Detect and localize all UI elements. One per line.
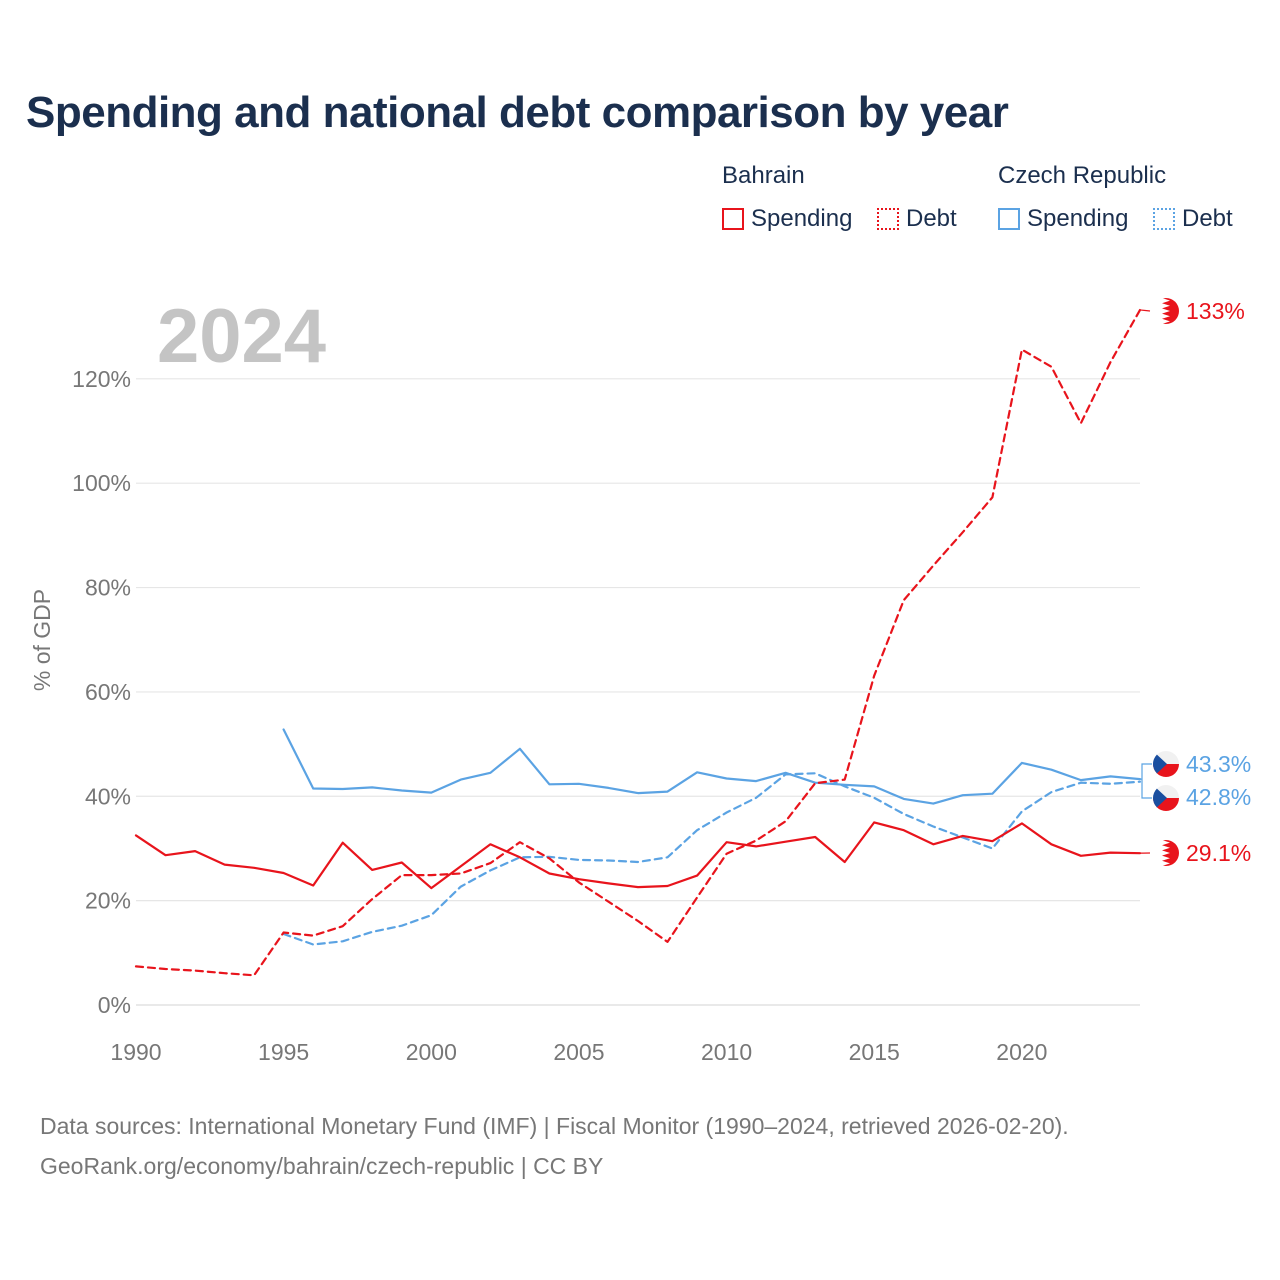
flag-czech-icon <box>1153 785 1179 811</box>
flag-blue-triangle <box>1153 785 1167 811</box>
y-tick-label: 0% <box>98 992 131 1018</box>
x-tick-label: 2010 <box>701 1039 752 1065</box>
series-line-bahrain-debt <box>134 308 1142 977</box>
grid <box>136 378 1140 1006</box>
legend-swatch-dotted-icon <box>1153 208 1175 230</box>
flag-clip <box>1153 298 1179 324</box>
legend-czech-spending[interactable]: Spending <box>998 205 1128 233</box>
y-tick-label: 20% <box>85 888 131 914</box>
y-tick-label: 40% <box>85 783 131 809</box>
x-tick-label: 2020 <box>996 1039 1047 1065</box>
y-tick-label: 100% <box>72 470 131 496</box>
legend-bahrain-debt[interactable]: Debt <box>877 205 957 233</box>
legend-label: Spending <box>1027 205 1129 232</box>
flag-blue-triangle <box>1153 751 1167 777</box>
flag-bahrain-icon <box>1153 840 1179 866</box>
year-label: 2024 <box>157 294 326 379</box>
legend-bahrain-spending[interactable]: Spending <box>722 205 852 233</box>
leader-bracket <box>1140 763 1152 799</box>
flag-red-part <box>1162 840 1179 866</box>
data-sources: Data sources: International Monetary Fun… <box>40 1106 1069 1186</box>
legend-czech-debt[interactable]: Debt <box>1153 205 1233 233</box>
legend-group-bahrain: Bahrain <box>722 162 805 189</box>
legend-label: Spending <box>751 205 853 232</box>
flag-clip <box>1153 785 1179 811</box>
series-line-czech-republic-spending <box>282 728 1142 805</box>
end-value-label: 29.1% <box>1186 840 1251 866</box>
x-axis: 1990 1995 2000 2005 2010 2015 2020 <box>110 1039 1047 1065</box>
end-labels: 133% 43.3% 42.8% 29.1% <box>1139 298 1251 866</box>
flag-red-part <box>1162 298 1179 324</box>
legend-swatch-dotted-icon <box>877 208 899 230</box>
legend-group-czech: Czech Republic <box>998 162 1167 189</box>
y-tick-label: 80% <box>85 575 131 601</box>
legend-swatch-solid-icon <box>722 208 744 230</box>
leader-line <box>1139 309 1151 312</box>
sources-line-2: GeoRank.org/economy/bahrain/czech-republ… <box>40 1153 604 1179</box>
legend-label: Debt <box>906 205 957 232</box>
flag-clip <box>1153 751 1179 777</box>
y-tick-label: 120% <box>72 366 131 392</box>
flag-czech-icon <box>1153 751 1179 777</box>
series-line-czech-republic-debt <box>282 772 1142 946</box>
y-axis-label: % of GDP <box>29 589 55 691</box>
sources-line-1: Data sources: International Monetary Fun… <box>40 1113 1069 1139</box>
flag-bahrain-icon <box>1153 298 1179 324</box>
chart-title: Spending and national debt comparison by… <box>26 88 1009 137</box>
end-value-label: 133% <box>1186 298 1245 324</box>
end-value-label: 43.3% <box>1186 751 1251 777</box>
y-tick-label: 60% <box>85 679 131 705</box>
legend-swatch-solid-icon <box>998 208 1020 230</box>
flag-clip <box>1153 840 1179 866</box>
series-lines <box>134 308 1142 977</box>
y-axis: 0% 20% 40% 60% 80% 100% 120% <box>72 366 131 1018</box>
x-tick-label: 2015 <box>849 1039 900 1065</box>
x-tick-label: 1995 <box>258 1039 309 1065</box>
end-value-label: 42.8% <box>1186 784 1251 810</box>
series-line-bahrain-spending <box>134 821 1142 890</box>
x-tick-label: 1990 <box>110 1039 161 1065</box>
x-tick-label: 2005 <box>553 1039 604 1065</box>
x-tick-label: 2000 <box>406 1039 457 1065</box>
legend-label: Debt <box>1182 205 1233 232</box>
